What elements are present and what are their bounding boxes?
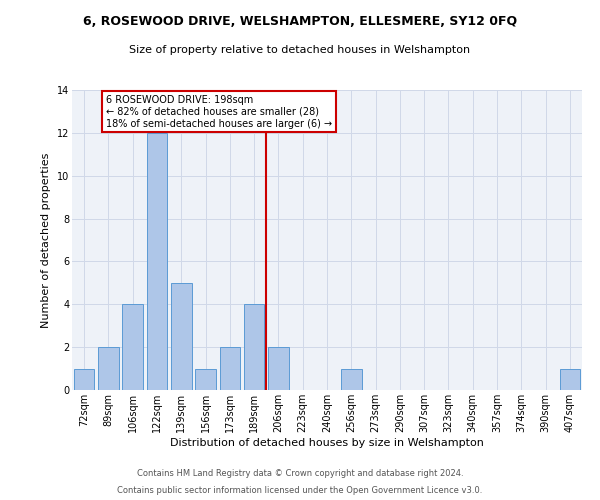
Text: Contains HM Land Registry data © Crown copyright and database right 2024.: Contains HM Land Registry data © Crown c… — [137, 468, 463, 477]
Y-axis label: Number of detached properties: Number of detached properties — [41, 152, 51, 328]
Bar — [146, 133, 167, 390]
Text: Size of property relative to detached houses in Welshampton: Size of property relative to detached ho… — [130, 45, 470, 55]
Bar — [122, 304, 143, 390]
Bar — [220, 347, 240, 390]
Bar — [268, 347, 289, 390]
Bar — [341, 368, 362, 390]
Bar — [171, 283, 191, 390]
X-axis label: Distribution of detached houses by size in Welshampton: Distribution of detached houses by size … — [170, 438, 484, 448]
Bar — [244, 304, 265, 390]
Bar — [98, 347, 119, 390]
Bar — [195, 368, 216, 390]
Bar — [560, 368, 580, 390]
Bar — [74, 368, 94, 390]
Text: 6, ROSEWOOD DRIVE, WELSHAMPTON, ELLESMERE, SY12 0FQ: 6, ROSEWOOD DRIVE, WELSHAMPTON, ELLESMER… — [83, 15, 517, 28]
Text: Contains public sector information licensed under the Open Government Licence v3: Contains public sector information licen… — [118, 486, 482, 495]
Text: 6 ROSEWOOD DRIVE: 198sqm
← 82% of detached houses are smaller (28)
18% of semi-d: 6 ROSEWOOD DRIVE: 198sqm ← 82% of detach… — [106, 96, 332, 128]
